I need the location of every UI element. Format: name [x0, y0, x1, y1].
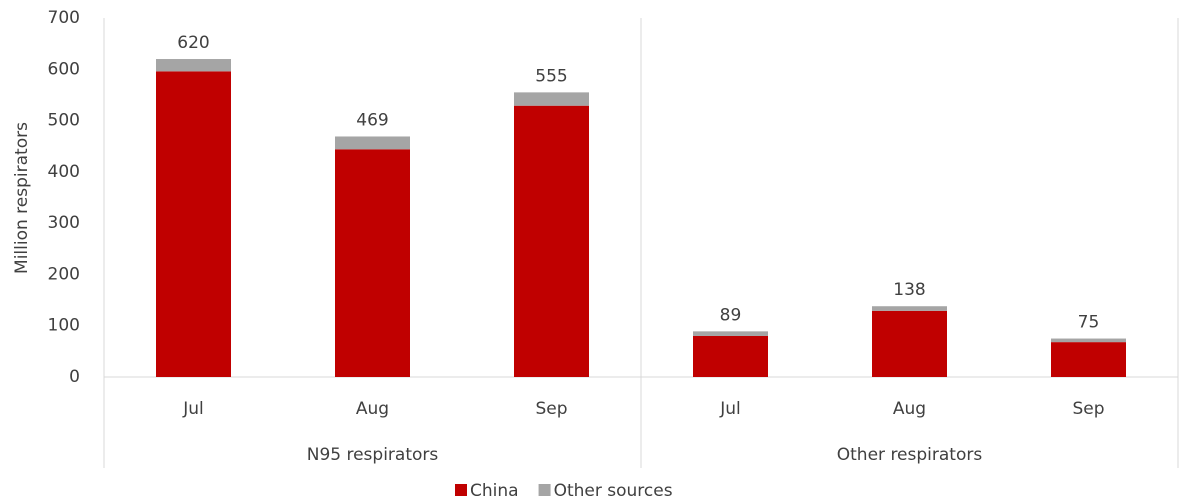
bar-segment [1051, 342, 1126, 377]
x-tick-label: Aug [356, 399, 389, 419]
bar-segment [872, 306, 947, 311]
total-label: 620 [177, 33, 209, 53]
bar-segment [872, 310, 947, 377]
x-tick-label: Sep [1072, 399, 1104, 419]
group-label: Other respirators [837, 445, 983, 465]
bar-segment [1051, 338, 1126, 343]
x-tick-label: Sep [535, 399, 567, 419]
y-tick-label: 100 [48, 316, 80, 336]
bar-segment [156, 59, 231, 72]
total-label: 138 [893, 280, 925, 300]
y-tick-label: 400 [48, 162, 80, 182]
bar-segment [693, 335, 768, 377]
bar-segment [514, 92, 589, 106]
y-tick-label: 0 [69, 367, 80, 387]
x-tick-label: Aug [893, 399, 926, 419]
total-label: 75 [1078, 313, 1100, 333]
total-label: 469 [356, 110, 388, 130]
legend-label: Other sources [554, 481, 673, 500]
legend-swatch [538, 484, 551, 496]
y-tick-label: 300 [48, 213, 80, 233]
total-label: 555 [535, 66, 567, 86]
y-tick-label: 600 [48, 59, 80, 79]
y-axis-label: Million respirators [12, 122, 32, 274]
x-tick-label: Jul [719, 399, 741, 419]
bar-segment [693, 331, 768, 336]
bar-segment [514, 105, 589, 377]
bar-segment [156, 71, 231, 377]
y-tick-label: 700 [48, 8, 80, 28]
total-label: 89 [720, 305, 742, 325]
legend-label: China [470, 481, 519, 500]
group-label: N95 respirators [307, 445, 439, 465]
legend-swatch [455, 484, 467, 496]
y-tick-label: 200 [48, 264, 80, 284]
y-tick-label: 500 [48, 111, 80, 131]
x-tick-label: Jul [182, 399, 204, 419]
bar-segment [335, 149, 410, 377]
bar-segment [335, 136, 410, 150]
